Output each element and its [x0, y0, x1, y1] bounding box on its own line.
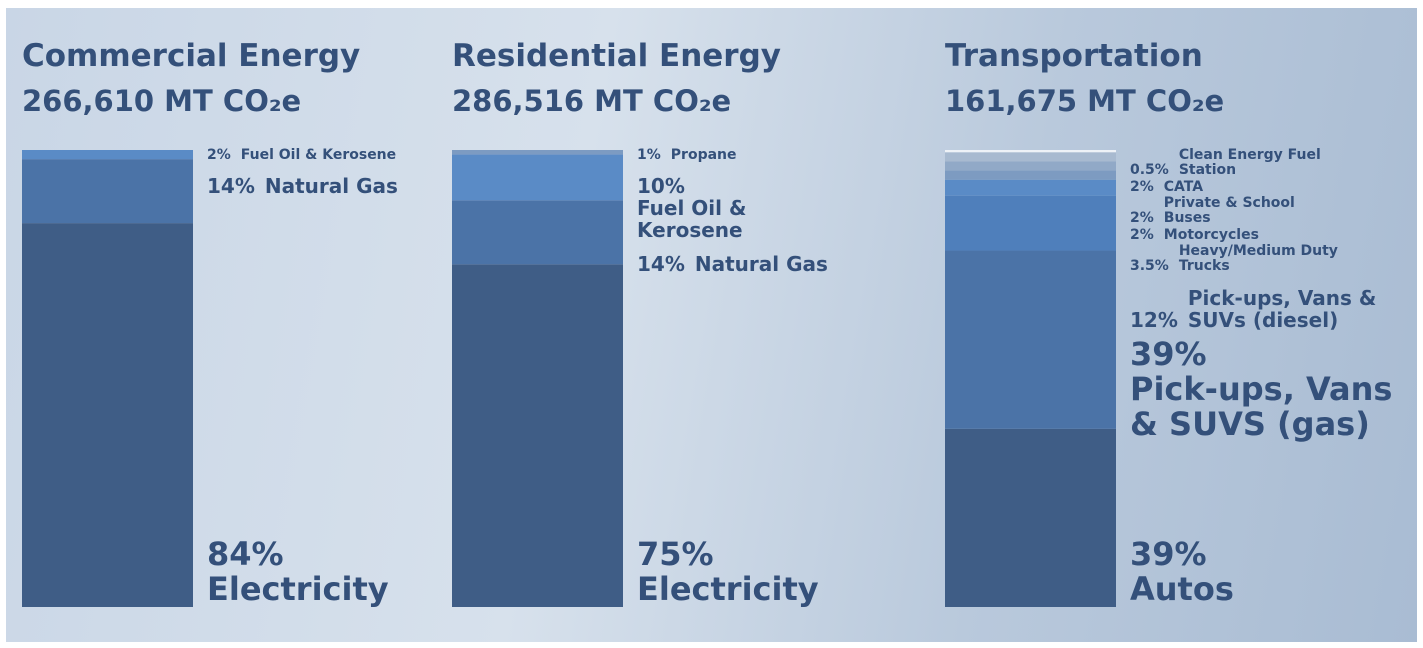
chart-subtitle: 161,675 MT CO₂e — [945, 84, 1224, 118]
segment-label: 2% Fuel Oil & Kerosene — [207, 148, 427, 163]
segment-label: 2% CATA — [1130, 180, 1390, 195]
value-label: 75% — [637, 537, 907, 572]
value-label: 84% — [207, 537, 477, 572]
chart-title: Residential Energy — [452, 38, 781, 74]
chart-title: Commercial Energy — [22, 38, 360, 74]
bar-segment — [945, 161, 1116, 170]
series-name: Electricity — [637, 572, 907, 607]
segment-label: 12% Pick-ups, Vans & SUVs (diesel) — [1130, 287, 1390, 331]
value-label: 14% — [207, 175, 255, 197]
value-label: 1% — [637, 148, 661, 163]
bar-segment — [945, 180, 1116, 196]
value-label: 39% — [1130, 337, 1400, 372]
segment-label: 75%Electricity — [637, 537, 907, 607]
series-name: Motorcycles — [1164, 228, 1259, 243]
bar-segment — [945, 152, 1116, 161]
chart-subtitle: 286,516 MT CO₂e — [452, 84, 731, 118]
value-label: 39% — [1130, 537, 1400, 572]
segment-label: 14% Natural Gas — [637, 253, 857, 275]
value-label: 2% — [207, 148, 231, 163]
segment-label: 39%Pick-ups, Vans & SUVS (gas) — [1130, 337, 1400, 443]
segment-label: 2% Motorcycles — [1130, 228, 1390, 243]
series-name: Propane — [671, 148, 737, 163]
segment-label: 14% Natural Gas — [207, 175, 427, 197]
value-label: 3.5% — [1130, 259, 1169, 274]
value-label: 14% — [637, 253, 685, 275]
series-name: Pick-ups, Vans & SUVs (diesel) — [1188, 287, 1388, 331]
segment-label: 3.5% Heavy/Medium Duty Trucks — [1130, 244, 1390, 275]
series-name: Fuel Oil & Kerosene — [241, 148, 396, 163]
bar-segment — [22, 223, 193, 607]
infographic: Commercial Energy 266,610 MT CO₂e 2% Fuel O… — [0, 0, 1423, 648]
value-label: 2% — [1130, 211, 1154, 226]
series-name: Natural Gas — [695, 253, 828, 275]
segment-label: 2% Private & School Buses — [1130, 196, 1390, 227]
segment-label: 84%Electricity — [207, 537, 477, 607]
segment-label: 10%Fuel Oil & Kerosene — [637, 175, 857, 241]
value-label: 0.5% — [1130, 163, 1169, 178]
series-name: Heavy/Medium Duty Trucks — [1179, 244, 1359, 275]
value-label: 12% — [1130, 309, 1178, 331]
chart-subtitle: 266,610 MT CO₂e — [22, 84, 301, 118]
series-name: Private & School Buses — [1164, 196, 1344, 227]
series-name: Electricity — [207, 572, 477, 607]
segment-label: 39%Autos — [1130, 537, 1400, 607]
bar-segment — [22, 159, 193, 223]
bar-segment — [452, 155, 623, 201]
bar-segment — [22, 150, 193, 159]
bar-segment — [945, 196, 1116, 251]
value-label: 2% — [1130, 180, 1154, 195]
bar-segment — [452, 264, 623, 607]
segment-label: 0.5% Clean Energy Fuel Station — [1130, 148, 1390, 179]
value-label: 2% — [1130, 228, 1154, 243]
chart-title: Transportation — [945, 38, 1203, 74]
segment-label: 1% Propane — [637, 148, 857, 163]
bar-segment — [452, 200, 623, 264]
bar-segment — [945, 251, 1116, 429]
bar-segment — [945, 429, 1116, 607]
value-label: 10% — [637, 175, 685, 197]
series-name: Pick-ups, Vans & SUVS (gas) — [1130, 372, 1400, 442]
series-name: Natural Gas — [265, 175, 398, 197]
series-name: CATA — [1164, 180, 1203, 195]
bar-segment — [452, 150, 623, 155]
bar-segment — [945, 150, 1116, 152]
series-name: Fuel Oil & Kerosene — [637, 197, 837, 241]
series-name: Autos — [1130, 572, 1400, 607]
series-name: Clean Energy Fuel Station — [1179, 148, 1359, 179]
bar-segment — [945, 171, 1116, 180]
